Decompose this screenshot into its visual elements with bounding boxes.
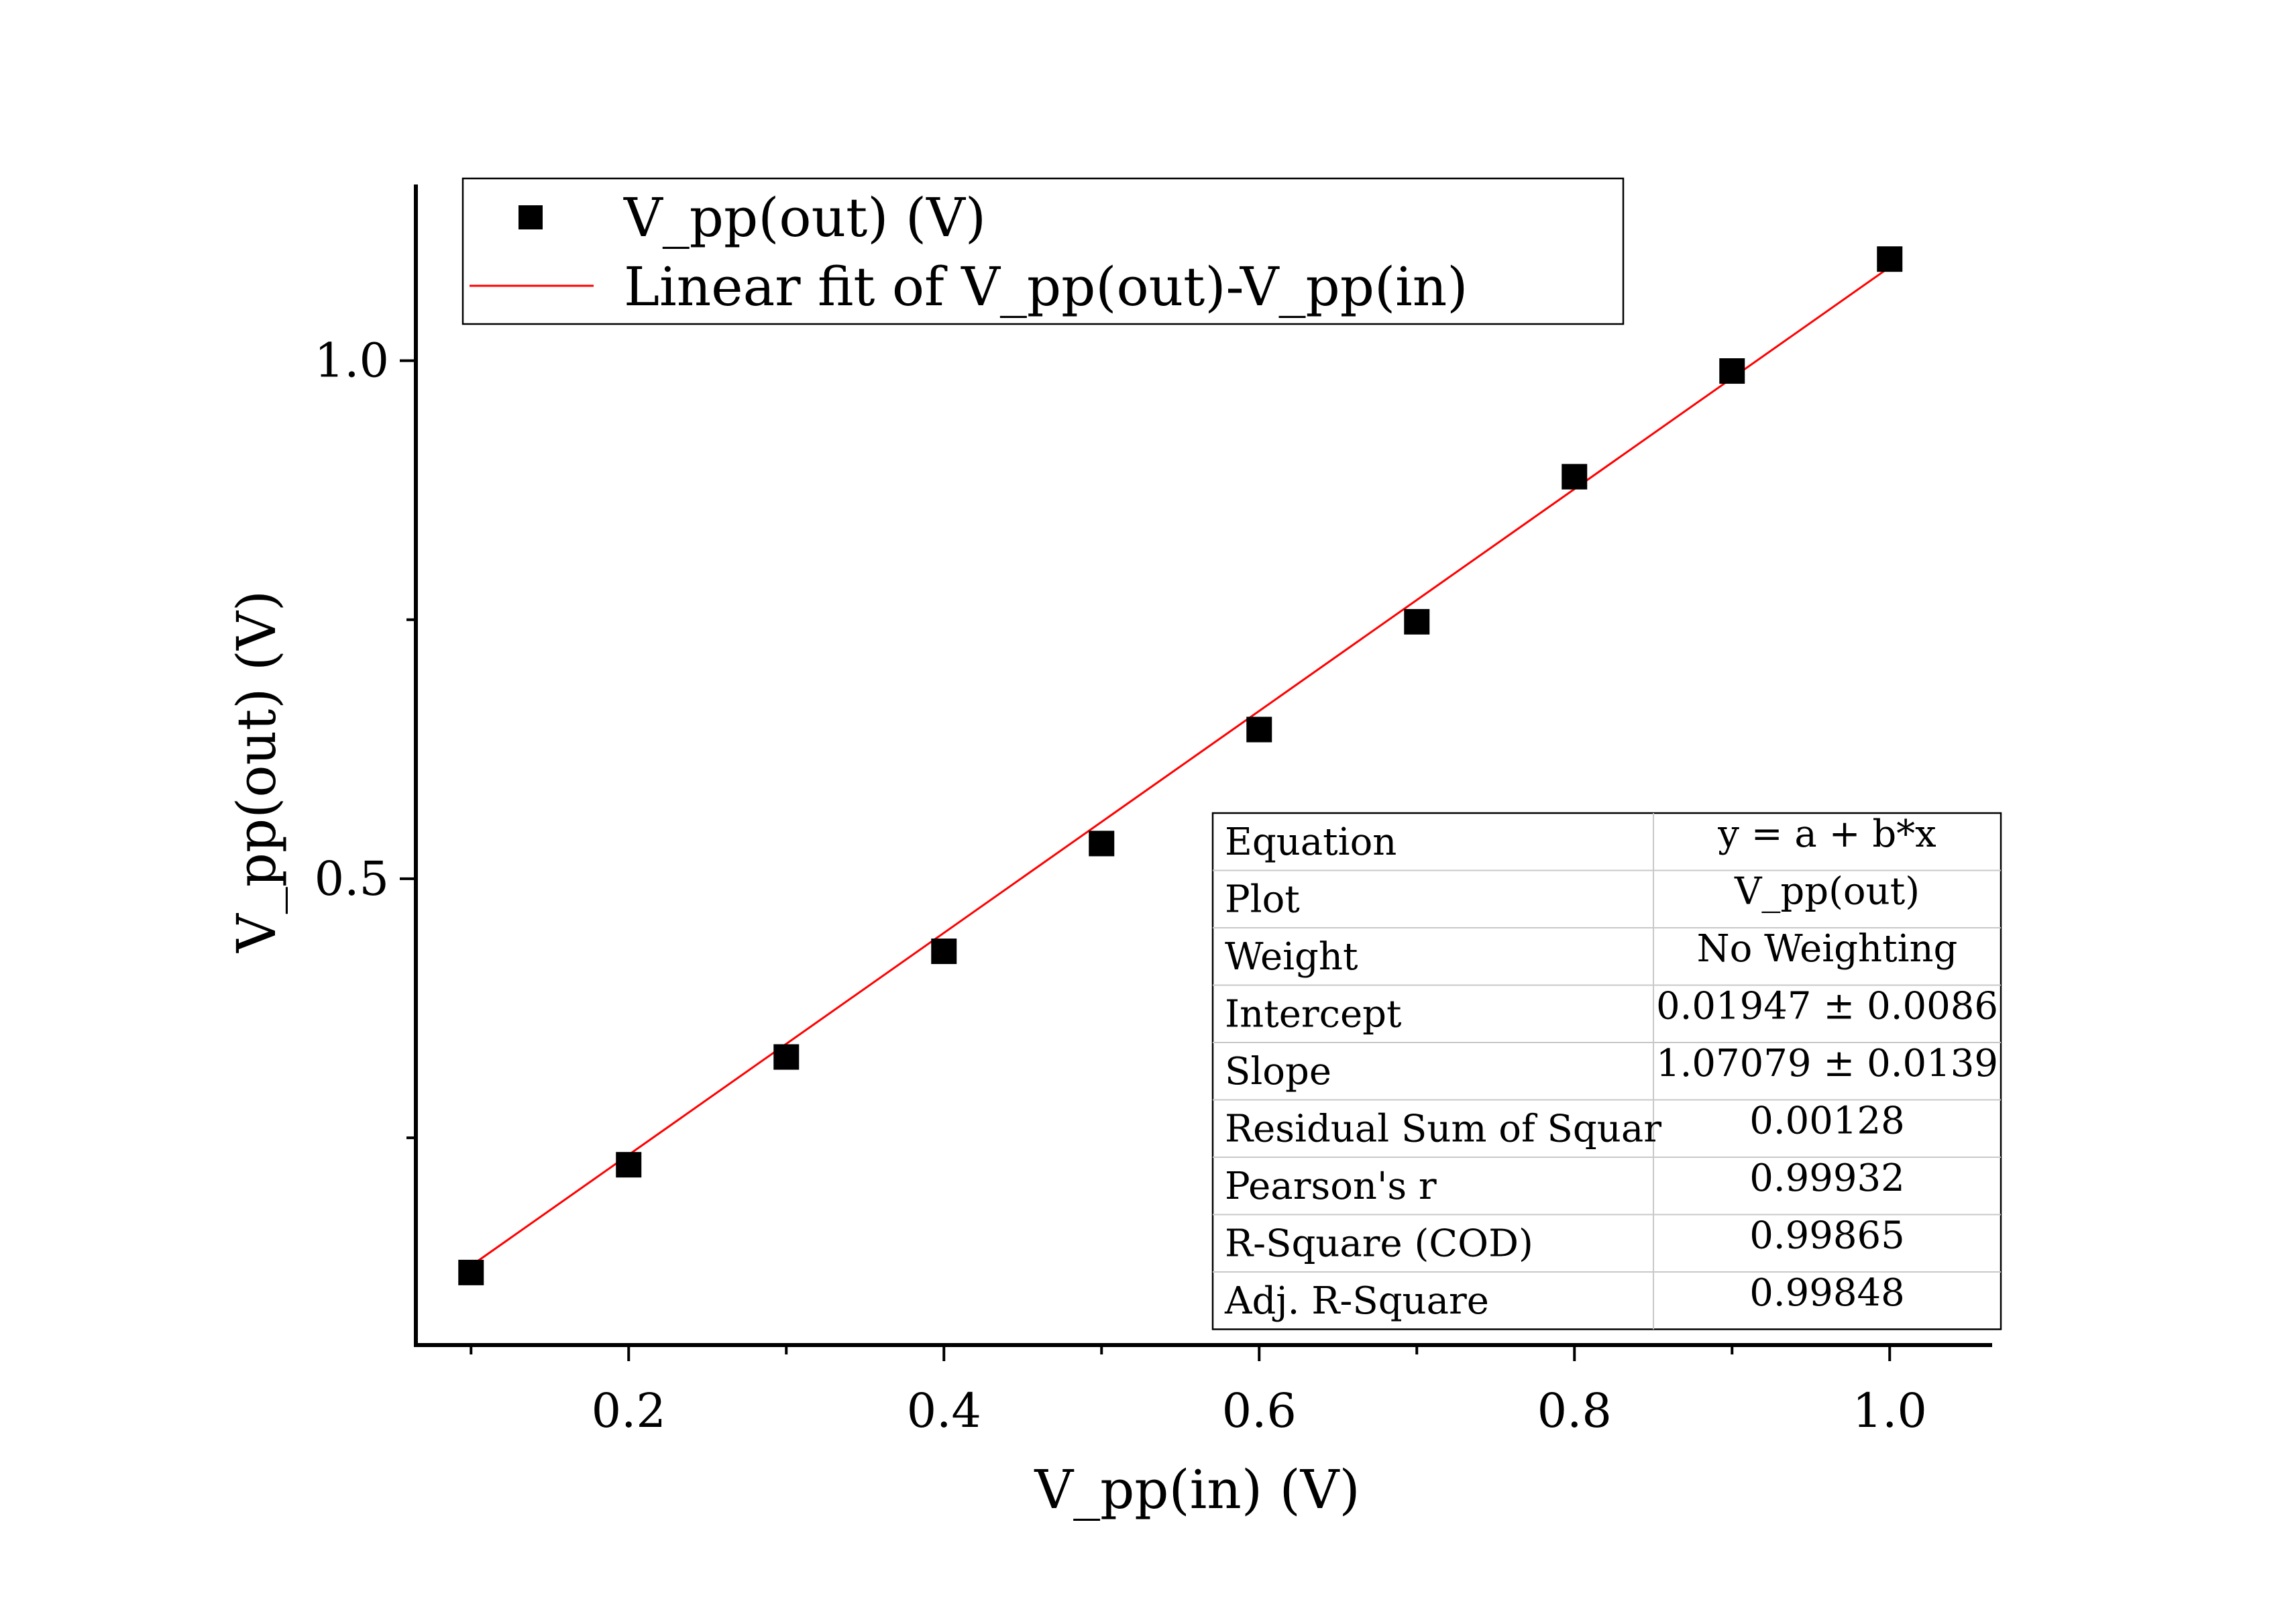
fit-table-border: [1211, 812, 2002, 1330]
x-tick-label: 1.0: [1853, 1383, 1927, 1438]
legend-scatter-marker: [518, 205, 543, 229]
fit-table-label: Plot: [1225, 878, 1300, 922]
x-tick-label: 0.6: [1222, 1383, 1297, 1438]
fit-table-value: 0.01947 ± 0.0086: [1656, 985, 1998, 1028]
fit-table-label: Intercept: [1225, 993, 1402, 1036]
y-tick-label: 1.0: [315, 333, 389, 388]
fit-table-label: Weight: [1225, 935, 1358, 979]
data-point: [458, 1259, 484, 1285]
legend-box: [461, 177, 1625, 325]
fit-table-value: y = a + b*x: [1717, 812, 1936, 856]
fit-table-value: No Weighting: [1697, 927, 1958, 971]
x-axis-label: V_pp(in) (V): [1034, 1458, 1360, 1521]
data-points: [458, 246, 1903, 1285]
fit-table-label: Equation: [1225, 820, 1397, 864]
data-point: [1719, 358, 1745, 384]
x-tick-label: 0.4: [907, 1383, 981, 1438]
fit-table-label: Adj. R-Square: [1224, 1279, 1489, 1323]
fit-table-label: Residual Sum of Squar: [1225, 1108, 1661, 1151]
fit-line: [470, 266, 1891, 1267]
y-tick-label: 0.5: [315, 851, 389, 906]
fit-table-label: R-Square (COD): [1225, 1222, 1533, 1266]
fit-table-value: 0.00128: [1749, 1100, 1905, 1143]
data-point: [931, 939, 957, 965]
data-point: [616, 1152, 642, 1178]
data-point: [1562, 464, 1588, 490]
fit-table-label: Slope: [1225, 1050, 1331, 1093]
legend: V_pp(out) (V) Linear fit of V_pp(out)-V_…: [461, 177, 1625, 325]
axes: [414, 184, 1992, 1347]
x-tick-label: 0.8: [1537, 1383, 1612, 1438]
fit-table-label: Pearson's r: [1225, 1165, 1437, 1208]
fit-table-value: V_pp(out): [1734, 870, 1920, 914]
data-point: [1089, 831, 1115, 857]
data-point: [773, 1044, 800, 1070]
fit-table-value: 1.07079 ± 0.0139: [1656, 1042, 1998, 1085]
legend-fit-label: Linear fit of V_pp(out)-V_pp(in): [624, 256, 1468, 318]
fit-table-value: 0.99932: [1749, 1157, 1905, 1200]
fit-table-value: 0.99865: [1749, 1214, 1905, 1258]
x-tick-label: 0.2: [592, 1383, 666, 1438]
fit-line-group: [470, 266, 1891, 1267]
y-axis-label: V_pp(out) (V): [225, 590, 288, 953]
data-point: [1404, 608, 1430, 635]
legend-scatter-label: V_pp(out) (V): [623, 186, 986, 249]
data-point: [1246, 716, 1272, 743]
data-point: [1877, 246, 1903, 272]
ticks: 0.2 0.4 0.6 0.8 1.0 0.5 1.0: [315, 333, 1927, 1438]
fit-table-value: 0.99848: [1749, 1271, 1905, 1315]
fit-table: Equation y = a + b*x Plot V_pp(out) Weight No…: [1211, 812, 2002, 1330]
